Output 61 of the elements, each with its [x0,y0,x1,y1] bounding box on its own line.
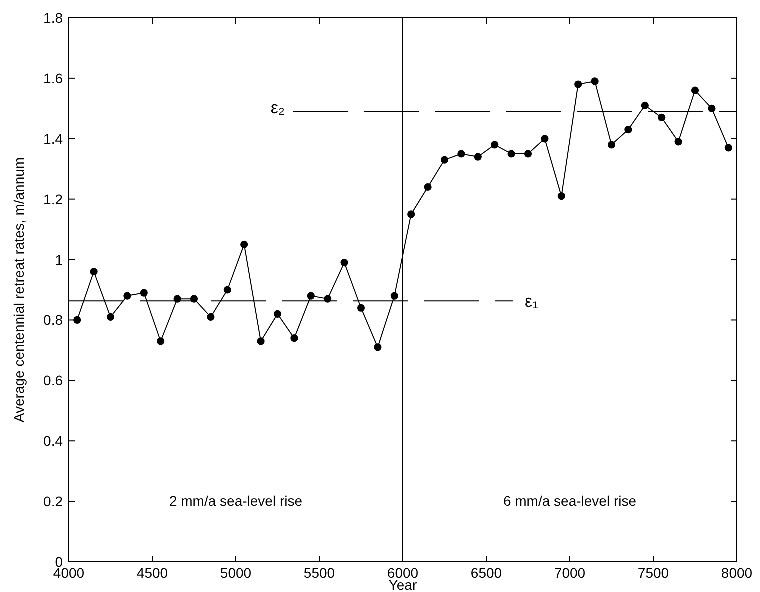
x-tick-label: 5000 [220,565,252,581]
point [324,295,332,303]
point [140,289,148,297]
point [724,144,732,152]
point [257,338,265,346]
point [106,313,115,321]
y-tick-label: 1.6 [44,70,64,86]
point [157,338,165,346]
y-tick-label: 1.4 [44,130,64,147]
point [374,344,382,352]
point [491,141,499,149]
point [691,86,700,94]
y-tick-label: 1.2 [44,191,64,208]
ref-line-label: ε₁ [525,292,539,312]
x-tick-label: 7000 [554,565,586,581]
x-tick-label: 7500 [638,565,670,581]
point [591,78,599,86]
point [708,104,716,112]
annotation: 6 mm/a sea-level rise [503,493,637,509]
x-tick-label: 8000 [721,565,753,581]
point [90,268,98,276]
y-tick-label: 0.8 [44,312,64,328]
point [458,150,466,158]
point [274,310,282,318]
point [624,126,632,134]
point [74,316,82,324]
x-tick-label: 5500 [304,565,336,581]
point [307,292,315,300]
ref-line-label: ε₂ [270,98,285,118]
y-axis-title: Average centennial retreat rates, m/annum [11,157,27,423]
point [674,138,682,146]
point [440,156,449,164]
point [190,295,198,303]
y-tick-label: 0.4 [44,433,64,450]
point [290,334,298,342]
annotation: 2 mm/a sea-level rise [169,493,303,509]
point [408,210,416,218]
x-tick-label: 4500 [136,565,168,581]
point [390,292,398,300]
point [174,295,182,303]
point [240,240,248,248]
point [574,80,582,88]
point [641,102,649,110]
point [658,114,666,122]
point [124,292,132,300]
point [340,259,348,267]
point [524,150,532,158]
x-tick-label: 6500 [470,565,502,581]
y-tick-label: 1.8 [44,10,64,26]
point [558,192,566,200]
point [357,304,366,312]
point [541,135,549,143]
point [224,286,232,294]
point [474,153,482,161]
point [508,150,516,158]
y-tick-label: 0.6 [44,372,64,389]
y-tick-label: 0.2 [44,494,64,510]
point [424,183,432,192]
y-tick-label: 1 [55,252,64,268]
point [207,313,215,321]
point [608,141,616,149]
